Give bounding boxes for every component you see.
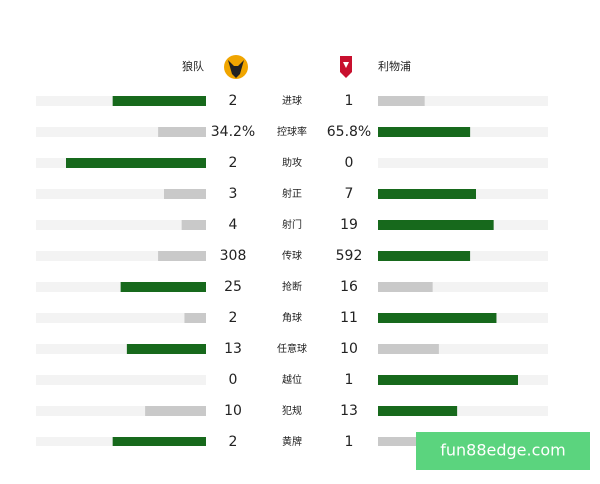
away-track — [378, 344, 548, 354]
home-value: 2 — [229, 310, 238, 326]
stat-label: 犯规 — [282, 404, 302, 417]
watermark: fun88edge.com — [440, 441, 566, 460]
home-bar — [120, 282, 206, 292]
home-value: 2 — [229, 155, 238, 171]
stat-label: 任意球 — [277, 342, 307, 355]
away-team: 利物浦 — [378, 59, 411, 73]
away-logo — [340, 56, 352, 78]
home-team: 狼队 — [182, 59, 204, 73]
home-value: 2 — [229, 93, 238, 109]
home-value: 4 — [229, 217, 238, 233]
away-bar — [378, 313, 497, 323]
away-bar — [378, 406, 458, 416]
stat-label: 抢断 — [282, 280, 302, 293]
home-value: 0 — [229, 372, 238, 388]
stat-label: 进球 — [282, 94, 302, 107]
away-bar — [378, 220, 494, 230]
away-value: 7 — [345, 186, 354, 202]
home-bar — [112, 437, 206, 447]
home-value: 2 — [229, 434, 238, 450]
away-track — [378, 406, 548, 416]
home-bar — [112, 96, 206, 106]
home-track — [36, 313, 206, 323]
away-track — [378, 158, 548, 168]
stat-label: 射正 — [282, 188, 302, 200]
away-bar — [378, 251, 471, 261]
home-value: 13 — [224, 341, 242, 357]
home-logo — [224, 55, 248, 79]
stat-label: 助攻 — [282, 156, 302, 169]
home-bar — [66, 158, 206, 168]
home-bar — [164, 189, 206, 199]
home-bar — [126, 344, 206, 354]
stat-label: 角球 — [282, 311, 302, 324]
home-track — [36, 220, 206, 230]
home-bar — [158, 127, 206, 137]
watermark-box — [416, 432, 590, 470]
home-track — [36, 189, 206, 199]
away-bar — [378, 375, 518, 385]
home-track — [36, 344, 206, 354]
away-track — [378, 282, 548, 292]
home-bar — [158, 251, 206, 261]
away-track — [378, 96, 548, 106]
away-value: 11 — [340, 310, 358, 326]
away-value: 16 — [340, 279, 358, 295]
home-bar — [145, 406, 206, 416]
home-track — [36, 127, 206, 137]
away-bar — [378, 344, 439, 354]
home-value: 10 — [224, 403, 242, 419]
away-value: 592 — [336, 248, 363, 264]
home-bar — [184, 313, 206, 323]
away-bar — [378, 189, 476, 199]
away-value: 19 — [340, 217, 358, 233]
stat-label: 控球率 — [277, 125, 307, 138]
stat-label: 越位 — [282, 373, 302, 386]
stat-label: 黄牌 — [282, 435, 302, 448]
away-value: 0 — [345, 155, 354, 171]
away-value: 13 — [340, 403, 358, 419]
home-value: 308 — [220, 248, 247, 264]
away-value: 10 — [340, 341, 358, 357]
away-bar — [378, 127, 471, 137]
home-value: 25 — [224, 279, 242, 295]
home-track — [36, 375, 206, 385]
home-value: 34.2% — [211, 124, 255, 140]
home-bar — [181, 220, 206, 230]
stat-label: 射门 — [282, 218, 302, 231]
away-value: 65.8% — [327, 124, 371, 140]
away-value: 1 — [345, 93, 354, 109]
away-bar — [378, 282, 433, 292]
away-value: 1 — [345, 434, 354, 450]
home-track — [36, 251, 206, 261]
stat-label: 传球 — [282, 249, 302, 262]
home-value: 3 — [229, 186, 238, 202]
away-bar — [378, 96, 425, 106]
home-track — [36, 406, 206, 416]
away-bar — [378, 437, 425, 447]
away-value: 1 — [345, 372, 354, 388]
